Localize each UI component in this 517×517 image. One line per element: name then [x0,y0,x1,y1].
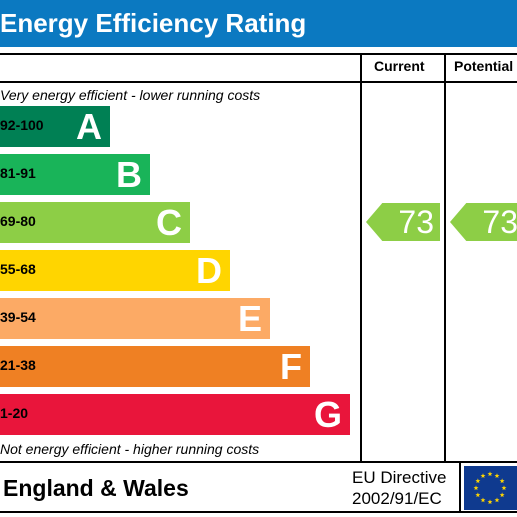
header-bar: Energy Efficiency Rating [0,0,517,47]
eu-star-icon [480,473,486,478]
band-range-label: 21-38 [0,357,36,373]
page-title: Energy Efficiency Rating [0,8,307,38]
eu-star-icon [499,492,505,498]
band-d: 55-68 D [0,250,230,291]
eu-flag-icon [464,466,517,510]
bottom-note: Not energy efficient - higher running co… [0,441,260,457]
eu-star-icon [487,471,493,477]
eu-star-icon [494,497,500,503]
band-f: 21-38 F [0,346,310,387]
band-a: 92-100 A [0,106,110,147]
bottom-border [0,511,517,513]
band-letter: F [280,346,302,387]
band-letter: G [313,394,342,435]
top-note: Very energy efficient - lower running co… [0,87,261,103]
band-range-label: 1-20 [0,405,29,421]
eu-star-icon [473,485,479,491]
band-range-label: 55-68 [0,261,36,277]
bottom-chart-divider [0,461,517,463]
directive-line-2: 2002/91/EC [352,489,442,508]
eu-star-icon [480,497,486,503]
footer-divider [459,461,461,513]
band-letter: B [116,154,142,195]
current-column-header: Current [374,58,425,74]
eu-star-icon [501,485,507,491]
band-b: 81-91 B [0,154,150,195]
header-row-divider [0,81,517,83]
band-g: 1-20 G [0,394,350,435]
band-c: 69-80 C [0,202,190,243]
top-border [0,53,517,55]
country-label: England & Wales [3,475,189,501]
band-e: 39-54 E [0,298,270,339]
directive-line-1: EU Directive [352,468,447,487]
potential-rating-arrow: 73 [450,203,517,241]
eu-star-icon [475,478,481,484]
band-letter: C [156,202,182,243]
current-rating-value: 73 [398,204,434,240]
eu-star-icon [494,473,500,478]
eu-star-icon [475,492,481,498]
band-range-label: 81-91 [0,165,36,181]
band-letter: A [76,106,102,147]
band-range-label: 39-54 [0,309,36,325]
potential-column-divider [444,53,446,463]
potential-column-header: Potential [454,58,514,74]
band-range-label: 69-80 [0,213,36,229]
current-column-divider [360,53,362,463]
band-range-label: 92-100 [0,117,44,133]
potential-rating-value: 73 [482,204,517,240]
eu-star-icon [499,478,505,484]
eu-star-icon [487,499,493,505]
band-letter: D [196,250,222,291]
band-letter: E [237,298,262,339]
current-rating-arrow: 73 [366,203,440,241]
